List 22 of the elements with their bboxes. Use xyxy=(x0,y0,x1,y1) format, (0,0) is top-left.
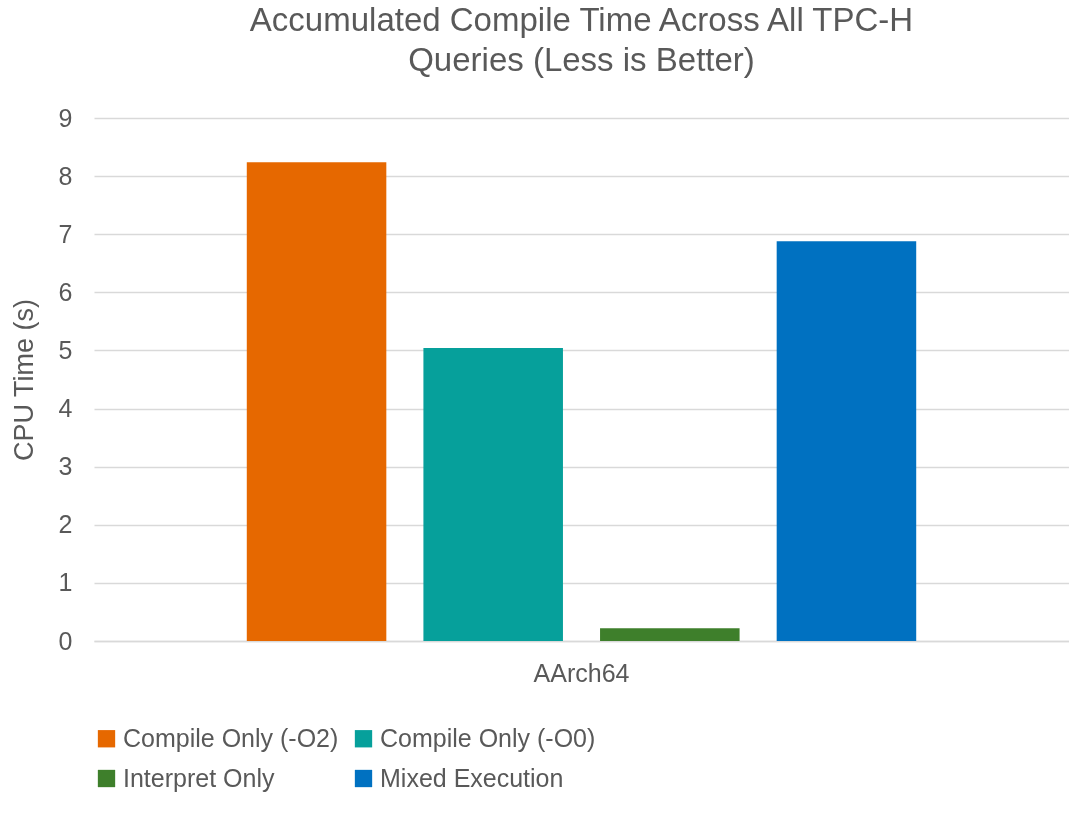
y-axis-title: CPU Time (s) xyxy=(8,299,39,461)
y-tick-label: 3 xyxy=(58,452,73,481)
y-tick-label: 7 xyxy=(58,219,73,248)
bar xyxy=(246,162,387,641)
text: Accumulated Compile Time Across All TPC-H xyxy=(249,1,914,38)
text: Queries (Less is Better) xyxy=(408,41,755,78)
legend-label: Compile Only (-O2) xyxy=(123,723,339,752)
y-tick-label: 5 xyxy=(58,335,73,364)
legend-label: Mixed Execution xyxy=(380,763,564,792)
y-tick-label: 1 xyxy=(58,568,73,597)
legend-label: Compile Only (-O0) xyxy=(380,723,596,752)
x-tick-label: AArch64 xyxy=(533,658,630,687)
legend-label: Interpret Only xyxy=(123,763,275,792)
bar xyxy=(776,241,917,641)
bar xyxy=(423,348,563,641)
y-tick-label: 8 xyxy=(58,161,73,190)
y-tick-label: 0 xyxy=(58,626,73,655)
y-tick-label: 6 xyxy=(58,277,73,306)
y-tick-label: 2 xyxy=(58,510,73,539)
y-tick-label: 9 xyxy=(58,103,73,132)
bar xyxy=(600,628,740,641)
y-tick-label: 4 xyxy=(58,394,73,423)
